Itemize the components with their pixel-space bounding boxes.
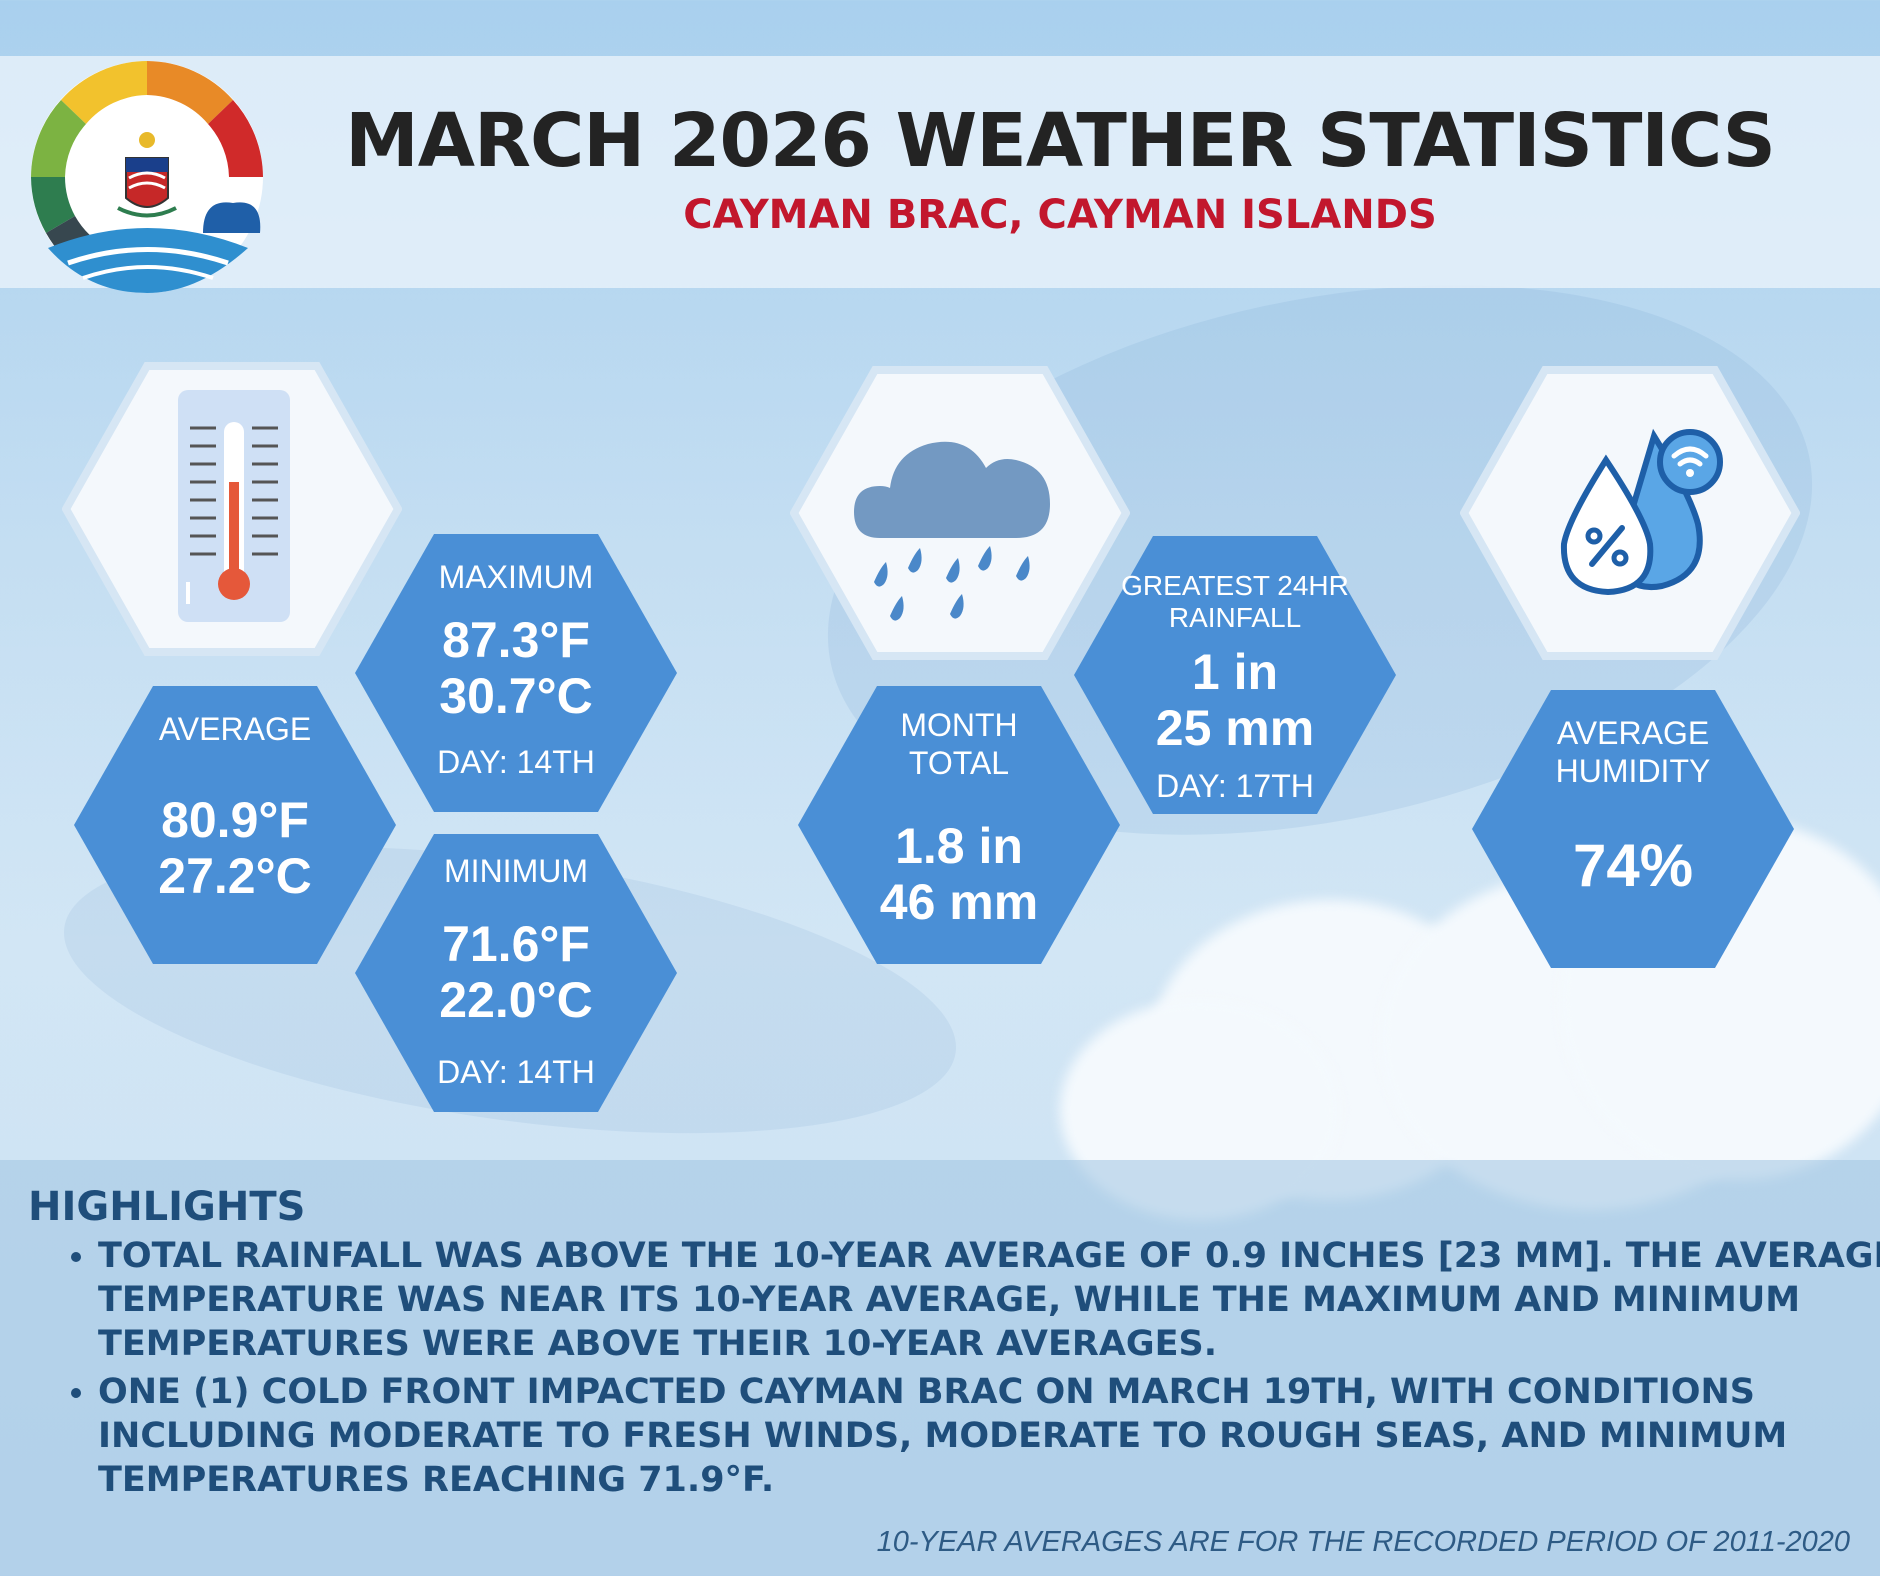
average-temp-f: 80.9°F [161,792,309,848]
humidity-drops-icon [1550,424,1730,609]
average-temp-c: 27.2°C [158,848,312,904]
maximum-temp-f: 87.3°F [442,612,590,668]
month-total-rain-hex: MONTH TOTAL 1.8 in 46 mm [796,684,1122,966]
page-subtitle: CAYMAN BRAC, CAYMAN ISLANDS [683,192,1437,238]
greatest-24hr-label-2: RAINFALL [1168,602,1302,633]
month-total-label-1: MONTH [900,707,1018,743]
humidity-value: 74% [1572,832,1694,899]
rain-cloud-icon [850,420,1070,635]
minimum-day: DAY: 14TH [437,1054,595,1090]
greatest-24hr-day: DAY: 17TH [1156,768,1314,804]
humidity-icon-hex [1459,366,1801,660]
highlight-item: ONE (1) COLD FRONT IMPACTED CAYMAN BRAC … [98,1370,1880,1502]
greatest-24hr-inches: 1 in [1191,644,1279,700]
maximum-temp-c: 30.7°C [439,668,593,724]
minimum-temp-hex: MINIMUM 71.6°F 22.0°C DAY: 14TH [353,832,679,1114]
humidity-label-1: AVERAGE [1556,715,1710,751]
highlights-list: TOTAL RAINFALL WAS ABOVE THE 10-YEAR AVE… [48,1234,1880,1506]
footnote: 10-YEAR AVERAGES ARE FOR THE RECORDED PE… [876,1526,1850,1558]
month-total-label-2: TOTAL [908,745,1010,781]
government-logo [28,58,266,296]
thermometer-icon-hex [61,362,403,656]
humidity-label-2: HUMIDITY [1555,753,1711,789]
average-temp-hex: AVERAGE 80.9°F 27.2°C [72,684,398,966]
greatest-24hr-mm: 25 mm [1155,700,1315,756]
average-label: AVERAGE [158,711,312,747]
minimum-label: MINIMUM [444,853,588,889]
rain-cloud-icon-hex [789,366,1131,660]
header-band [0,56,1880,288]
minimum-temp-f: 71.6°F [442,916,590,972]
highlights-title: HIGHLIGHTS [28,1184,306,1230]
greatest-24hr-label-1: GREATEST 24HR [1121,570,1349,601]
maximum-label: MAXIMUM [438,559,594,595]
average-humidity-hex: AVERAGE HUMIDITY 74% [1470,688,1796,970]
month-total-inches: 1.8 in [895,818,1023,874]
month-total-mm: 46 mm [879,874,1039,930]
thermometer-icon [174,386,294,631]
minimum-temp-c: 22.0°C [439,972,593,1028]
highlights-panel [0,1160,1880,1576]
maximum-day: DAY: 14TH [437,744,595,780]
greatest-24hr-rain-hex: GREATEST 24HR RAINFALL 1 in 25 mm DAY: 1… [1072,534,1398,816]
maximum-temp-hex: MAXIMUM 87.3°F 30.7°C DAY: 14TH [353,532,679,814]
highlight-item: TOTAL RAINFALL WAS ABOVE THE 10-YEAR AVE… [98,1234,1880,1366]
page-title: MARCH 2026 WEATHER STATISTICS [345,98,1776,184]
